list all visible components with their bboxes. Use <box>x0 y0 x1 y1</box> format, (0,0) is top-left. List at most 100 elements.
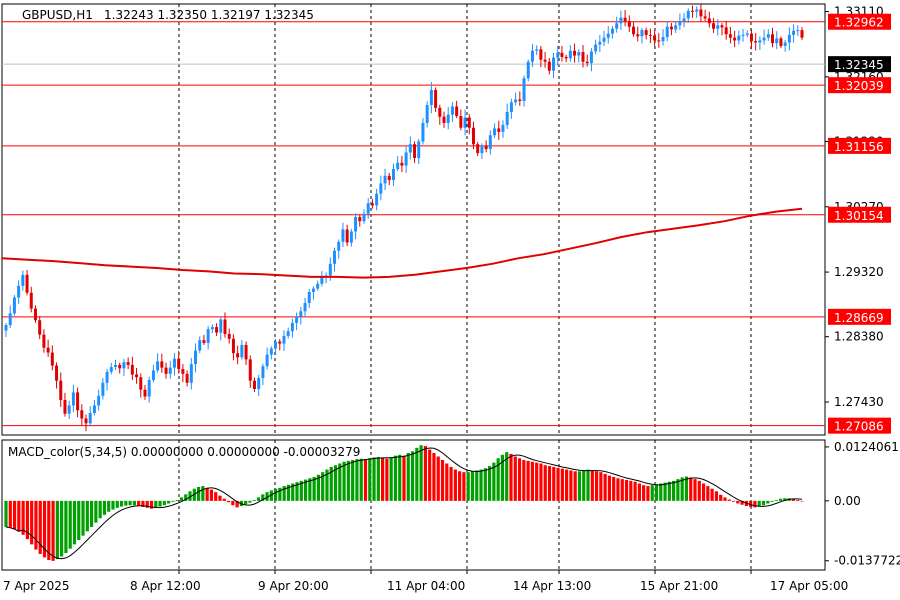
price-tick-label: 1.29320 <box>834 265 884 279</box>
macd-bar <box>68 500 72 549</box>
candle-body <box>480 145 484 154</box>
candle-body <box>349 231 353 243</box>
candle-body <box>467 117 471 128</box>
candle-body <box>509 102 513 112</box>
macd-bar <box>256 497 261 501</box>
macd-bar <box>60 500 64 557</box>
macd-bar <box>449 466 453 501</box>
macd-bar <box>274 488 278 501</box>
macd-bar <box>385 458 389 501</box>
candle-body <box>320 276 324 284</box>
candle-body <box>227 333 231 339</box>
candle-body <box>370 203 374 206</box>
macd-bar <box>303 479 308 501</box>
level-tag-label: 1.28669 <box>834 311 884 325</box>
candle-body <box>615 23 619 29</box>
candle-body <box>745 33 749 35</box>
candle-body <box>177 358 181 370</box>
candle-body <box>328 263 332 276</box>
candle-body <box>135 374 139 378</box>
candle-body <box>210 327 214 330</box>
candle-body <box>379 183 383 194</box>
macd-bar <box>599 472 603 501</box>
candle-body <box>488 135 492 150</box>
macd-bar <box>222 498 226 501</box>
time-tick-label: 7 Apr 2025 <box>3 579 70 593</box>
candle-body <box>408 144 412 153</box>
candle-body <box>413 144 417 158</box>
candle-body <box>143 389 147 397</box>
candle-body <box>400 162 404 166</box>
candle-body <box>42 334 46 348</box>
macd-bar <box>94 500 98 523</box>
macd-bar <box>145 500 149 508</box>
candle-body <box>627 21 631 27</box>
horizontal-levels[interactable] <box>2 21 825 427</box>
macd-bar <box>338 463 342 501</box>
time-tick-label: 11 Apr 04:00 <box>387 579 465 593</box>
macd-bar <box>483 468 487 501</box>
macd-bar <box>453 469 457 501</box>
macd-bar <box>714 491 719 501</box>
macd-bar <box>154 500 158 508</box>
macd-bar <box>689 477 693 501</box>
macd-bar <box>783 498 787 501</box>
candle-body <box>695 9 699 12</box>
macd-bar <box>791 499 796 501</box>
candle-body <box>560 52 564 57</box>
candle-body <box>712 23 716 29</box>
macd-bar <box>231 500 235 506</box>
candle-body <box>771 34 775 44</box>
macd-bar <box>727 499 731 501</box>
candle-body <box>278 341 282 344</box>
candle-body <box>337 241 341 251</box>
macd-bar <box>205 487 209 501</box>
candle-body <box>156 361 160 371</box>
level-tag <box>828 417 891 434</box>
macd-bar <box>796 500 800 501</box>
macd-bar <box>723 497 727 501</box>
candle-body <box>610 28 614 34</box>
macd-bar <box>72 500 77 545</box>
macd-bar <box>740 500 744 505</box>
macd-bar <box>34 500 38 550</box>
price-tick-label: 1.27430 <box>834 395 884 409</box>
candle-body <box>38 320 42 335</box>
candlesticks <box>4 4 804 432</box>
candle-body <box>779 38 783 46</box>
symbol-header: GBPUSD,H1 <box>22 8 93 22</box>
macd-signal-line <box>5 447 803 560</box>
candle-body <box>71 392 75 406</box>
macd-bar <box>85 500 89 532</box>
macd-bar <box>398 454 402 501</box>
macd-bar <box>539 463 543 501</box>
candle-body <box>396 162 400 169</box>
last-price-label: 1.32345 <box>834 58 884 72</box>
candle-body <box>728 34 732 38</box>
candle-body <box>665 26 669 37</box>
macd-bar <box>269 490 273 501</box>
candle-body <box>737 35 741 41</box>
macd-bar <box>137 500 141 507</box>
candle-body <box>185 373 189 383</box>
candle-body <box>640 30 644 37</box>
macd-bar <box>376 456 380 501</box>
candle-body <box>257 377 261 389</box>
candle-body <box>366 203 370 214</box>
macd-bar <box>513 456 517 501</box>
candle-body <box>749 33 753 42</box>
candle-body <box>669 26 673 30</box>
candle-body <box>316 283 320 289</box>
macd-bar <box>316 474 321 501</box>
macd-bar <box>359 458 363 501</box>
candle-body <box>606 33 610 38</box>
candle-body <box>762 37 766 41</box>
candle-body <box>76 392 80 411</box>
candle-body <box>556 52 560 58</box>
macd-bar <box>278 487 282 501</box>
macd-bar <box>607 475 612 501</box>
candle-body <box>345 229 349 243</box>
macd-bar <box>667 481 671 501</box>
candle-body <box>282 336 286 344</box>
